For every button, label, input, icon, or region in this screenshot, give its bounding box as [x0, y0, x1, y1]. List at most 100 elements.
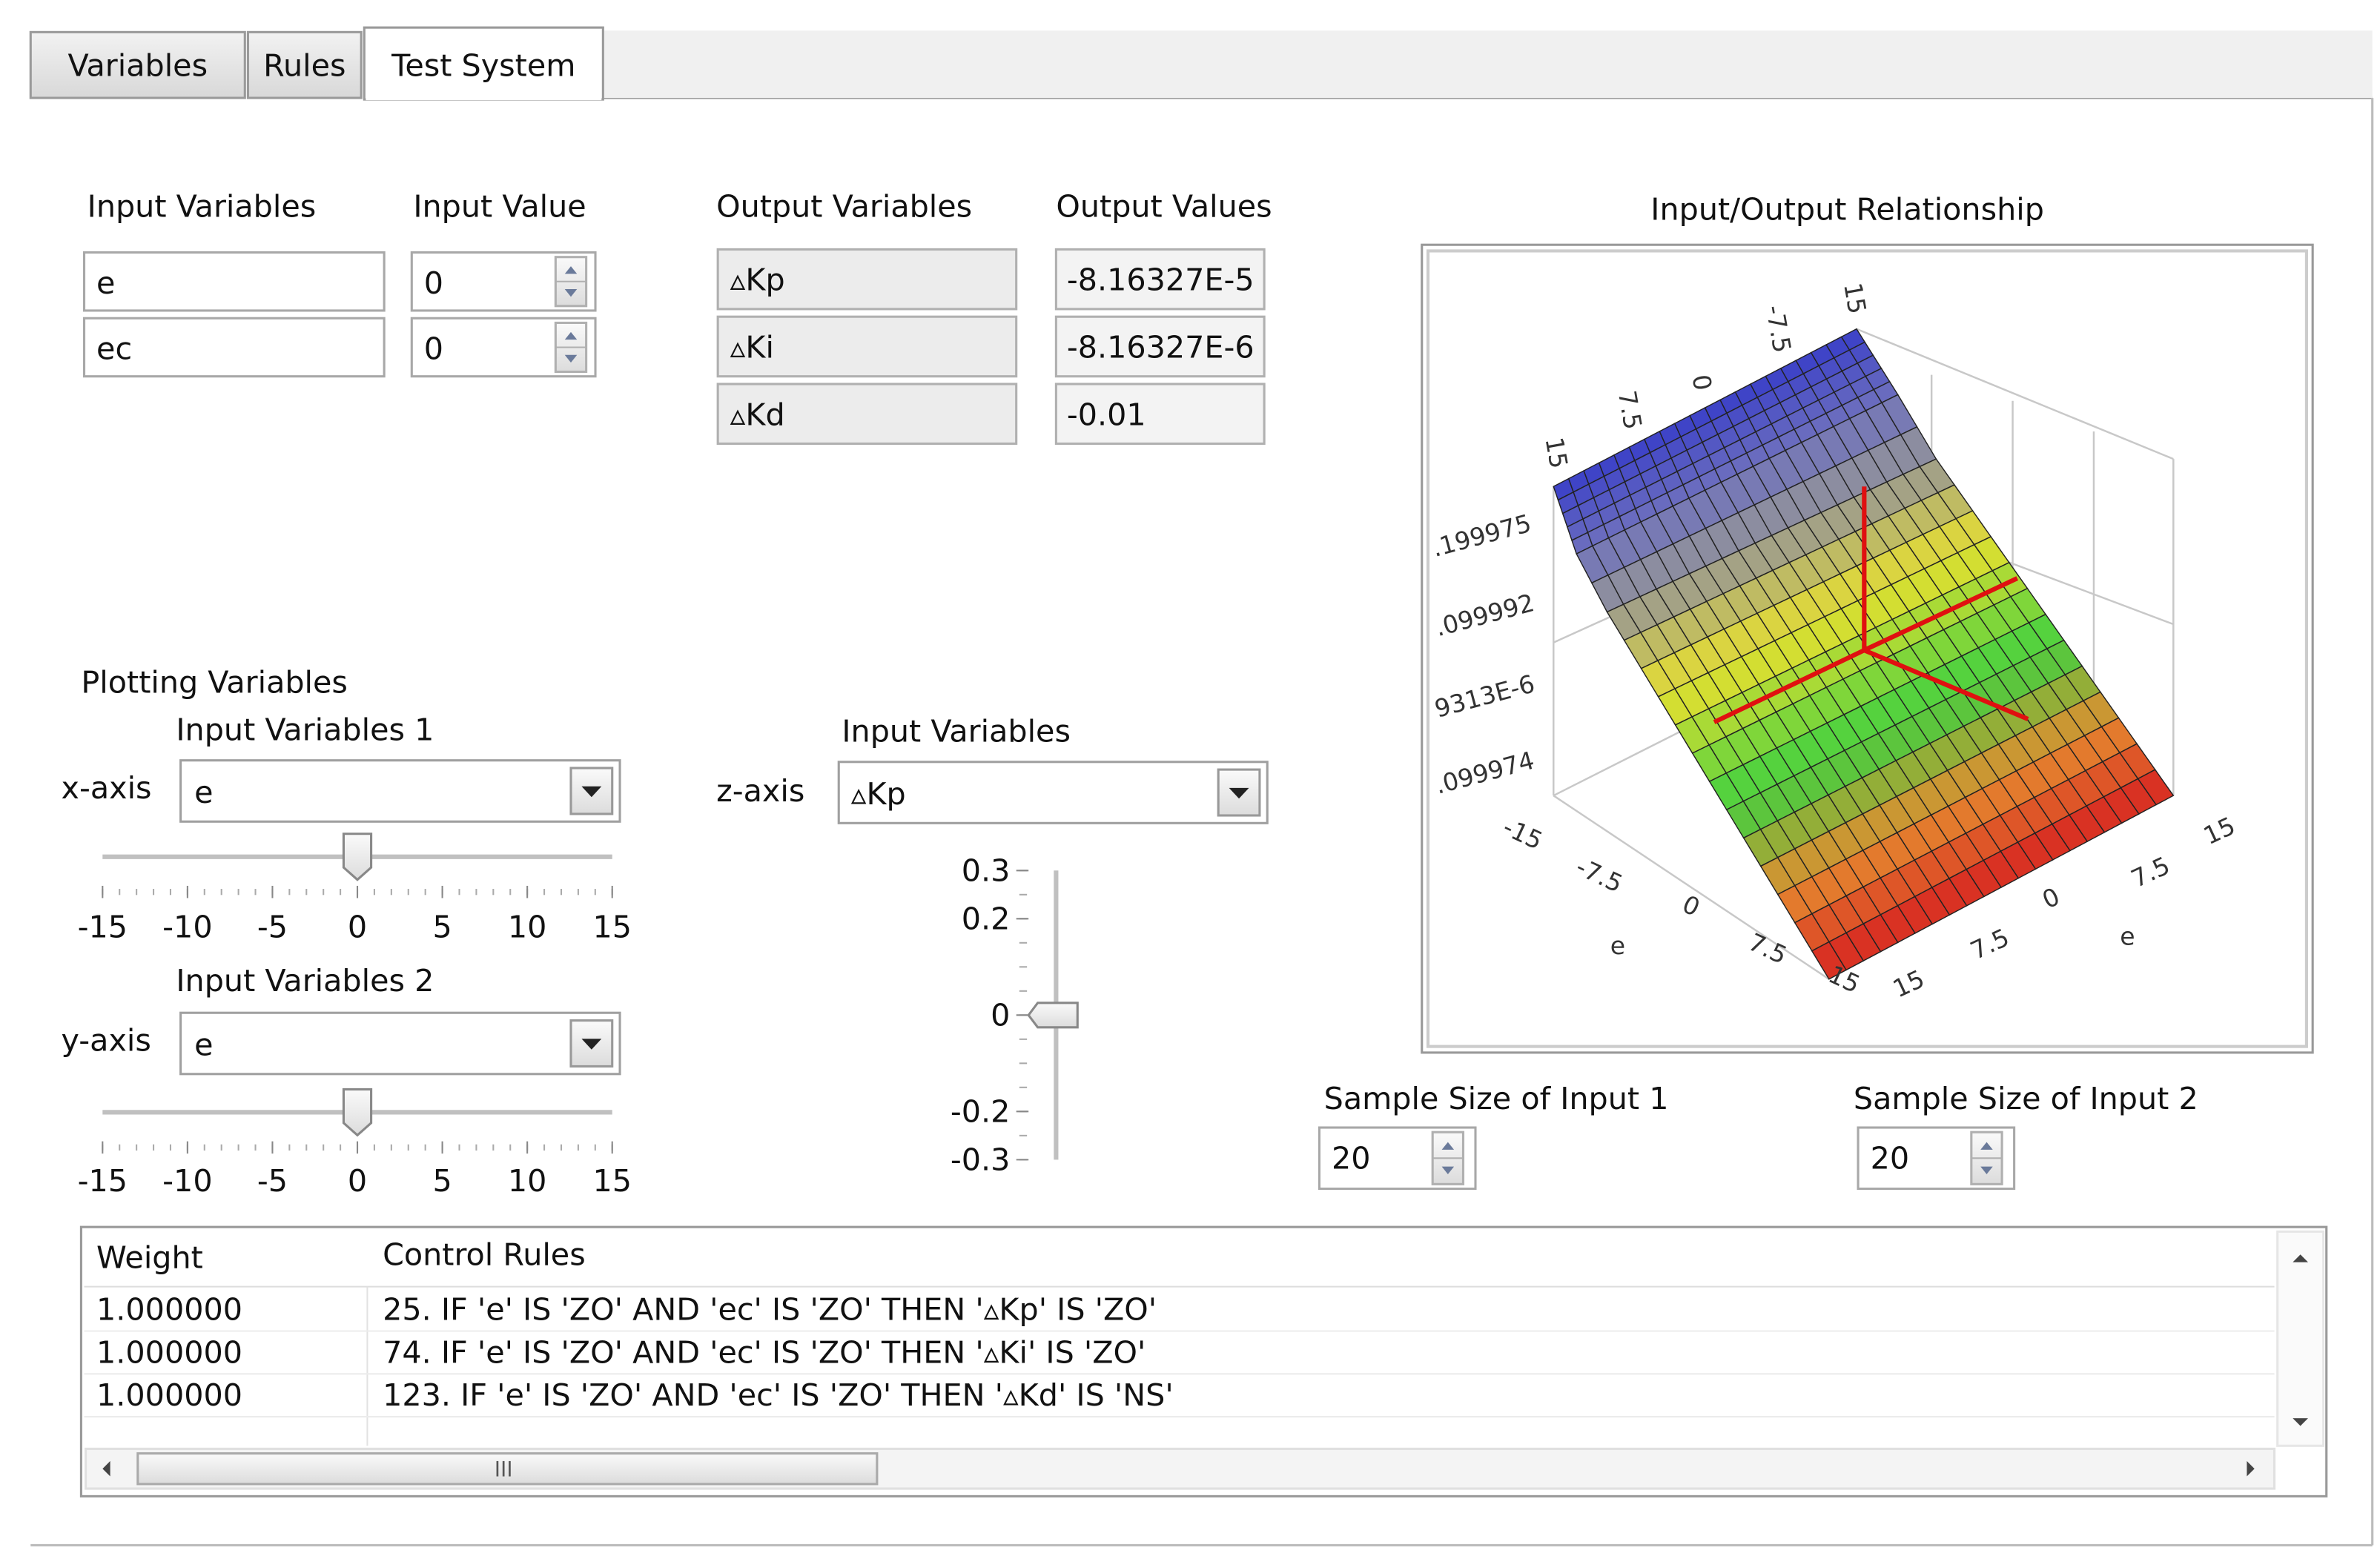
table-cell: 1.000000	[96, 1377, 242, 1413]
dropdown-value: e	[194, 1027, 213, 1063]
input-name: ec	[96, 331, 132, 367]
sample-size-value: 20	[1871, 1140, 1910, 1176]
output-value-box	[1054, 383, 1266, 446]
spinner-down	[1980, 1166, 1993, 1174]
slider-tick-label: 15	[592, 1163, 632, 1199]
sample-size-label: Sample Size of Input 2	[1854, 1081, 2198, 1116]
axis-label: y-axis	[62, 1022, 151, 1058]
tab-bar	[603, 30, 2373, 99]
section-title: Plotting Variables	[81, 664, 348, 700]
table-header: Control Rules	[383, 1237, 586, 1272]
input-name: e	[96, 265, 115, 301]
dropdown[interactable]	[179, 759, 621, 823]
input-name-box	[82, 317, 386, 378]
dropdown-arrow	[1229, 787, 1249, 799]
dropdown[interactable]	[179, 1011, 621, 1076]
group-label: Input Variables 1	[176, 712, 434, 747]
output-name-box	[716, 248, 1018, 311]
output-name: ▵Ki	[730, 329, 774, 365]
spinner-up	[564, 331, 578, 340]
tab-label: Test System	[391, 48, 575, 84]
cursor-axis	[1863, 648, 2029, 721]
table-header: Weight	[96, 1239, 203, 1275]
plot-tick-label: 15	[1540, 435, 1574, 471]
output-name-box	[716, 315, 1018, 378]
slider-tick-label: 5	[432, 910, 452, 945]
tab[interactable]	[29, 30, 246, 99]
scroll-right[interactable]	[2247, 1460, 2255, 1477]
dropdown-arrow	[581, 786, 602, 798]
cursor-axis	[1713, 648, 1865, 724]
slider-tick-label: 10	[508, 1163, 547, 1199]
surface-cell	[2137, 769, 2175, 806]
slider-tick-label: -10	[162, 910, 212, 945]
slider-tick-label: -15	[78, 1163, 128, 1199]
slider-tick-label: -15	[78, 910, 128, 945]
table-cell: 1.000000	[96, 1334, 242, 1370]
slider-tick-label: 0.2	[962, 901, 1011, 936]
sample-size-label: Sample Size of Input 1	[1324, 1081, 1669, 1116]
spinner-up	[1980, 1142, 1993, 1150]
plot-tick-label: 7.5	[1613, 388, 1648, 431]
spinner-up	[564, 266, 578, 274]
output-name: ▵Kd	[730, 397, 785, 432]
output-value-box	[1054, 315, 1266, 378]
dropdown[interactable]	[837, 761, 1269, 824]
input-value: 0	[424, 331, 443, 367]
slider-thumb[interactable]	[1027, 1002, 1079, 1029]
column-header: Output Values	[1056, 189, 1272, 225]
table-cell: 1.000000	[96, 1292, 242, 1328]
tab[interactable]	[363, 26, 604, 101]
spinner-down	[564, 354, 578, 363]
column-header: Output Variables	[716, 189, 972, 225]
slider-tick-label: 0.3	[962, 853, 1011, 888]
table-cell: 25. IF 'e' IS 'ZO' AND 'ec' IS 'ZO' THEN…	[383, 1292, 1157, 1328]
slider-thumb[interactable]	[342, 1088, 373, 1137]
slider-tick-label: -10	[162, 1163, 212, 1199]
slider-tick-label: 0	[991, 997, 1010, 1033]
plot-tick-label: 15	[1838, 280, 1872, 316]
column-header: Input Variables	[87, 189, 317, 225]
group-label: Input Variables 2	[176, 963, 434, 999]
output-value: -8.16327E-6	[1067, 329, 1255, 365]
axis-label: z-axis	[716, 773, 804, 809]
input-value: 0	[424, 265, 443, 301]
vertical-scrollbar[interactable]	[2276, 1230, 2325, 1447]
slider-tick-label: 0	[348, 1163, 367, 1199]
slider-tick-label: -0.3	[951, 1142, 1011, 1177]
slider-thumb[interactable]	[342, 833, 373, 881]
scroll-up[interactable]	[2293, 1254, 2308, 1262]
spinner-down	[564, 289, 578, 297]
input-name-box	[82, 251, 386, 312]
tab[interactable]	[246, 30, 363, 99]
scroll-left[interactable]	[102, 1460, 110, 1477]
slider-tick-label: -5	[257, 1163, 288, 1199]
slider-tick-label: 5	[432, 1163, 452, 1199]
slider-tick-label: 15	[592, 910, 632, 945]
output-value: -8.16327E-5	[1067, 262, 1255, 298]
plot-axis-label: e	[1610, 931, 1625, 960]
plot-title: Input/Output Relationship	[1650, 192, 2044, 228]
slider-tick-label: 0	[348, 910, 367, 945]
output-name-box	[716, 383, 1018, 446]
tab-label: Rules	[263, 48, 346, 84]
table-cell: 74. IF 'e' IS 'ZO' AND 'ec' IS 'ZO' THEN…	[383, 1334, 1146, 1370]
plot-box-line	[1553, 795, 1830, 980]
spinner-up	[1441, 1142, 1455, 1150]
group-label: Input Variables	[842, 713, 1071, 749]
scroll-down[interactable]	[2293, 1418, 2308, 1426]
plot-axis-label: e	[2120, 922, 2135, 951]
output-name: ▵Kp	[730, 262, 785, 298]
output-value: -0.01	[1067, 397, 1146, 432]
scroll-thumb[interactable]	[136, 1452, 879, 1486]
dropdown-value: e	[194, 775, 213, 810]
tab-label: Variables	[67, 48, 208, 84]
slider-tick-label: -5	[257, 910, 288, 945]
slider-tick-label: 10	[508, 910, 547, 945]
dropdown-value: ▵Kp	[851, 776, 906, 812]
sample-size-value: 20	[1332, 1140, 1371, 1176]
table-cell: 123. IF 'e' IS 'ZO' AND 'ec' IS 'ZO' THE…	[383, 1377, 1174, 1413]
dropdown-arrow	[581, 1039, 602, 1050]
